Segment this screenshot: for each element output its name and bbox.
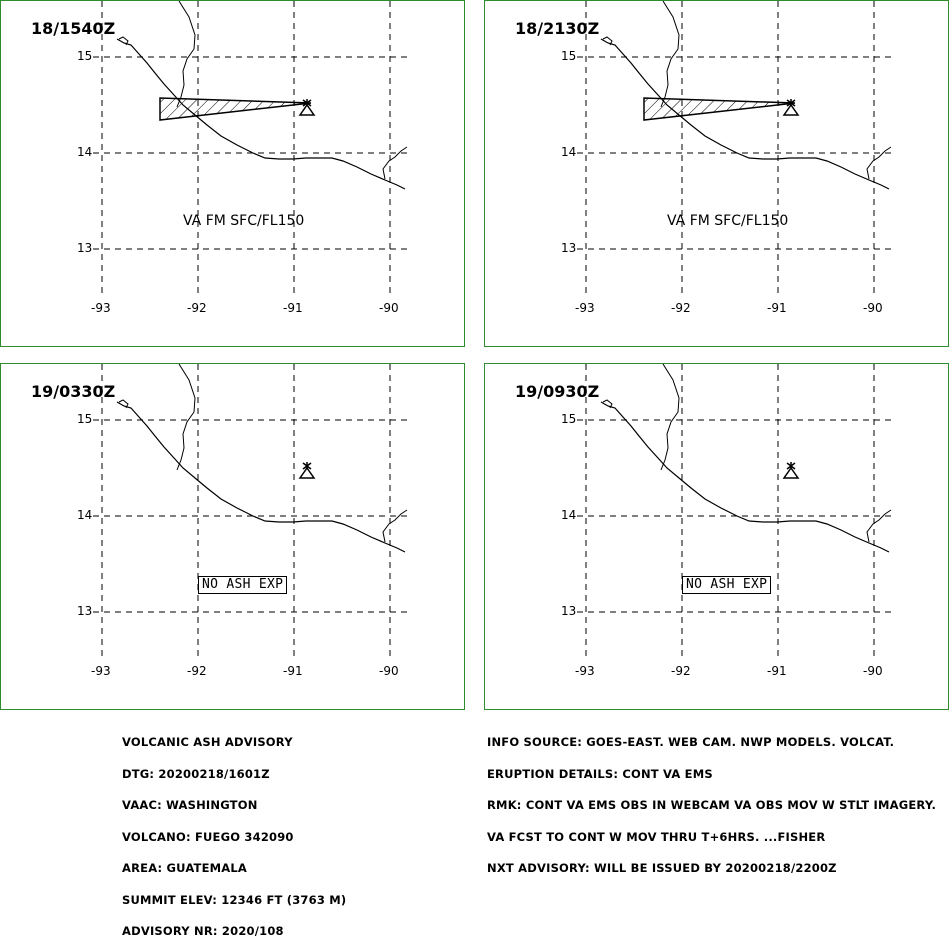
coastline-detail — [602, 36, 613, 46]
longitude-label: -90 — [863, 664, 883, 678]
latitude-label: 15 — [77, 49, 93, 63]
latitude-label: 15 — [77, 412, 93, 426]
border-line — [176, 364, 196, 471]
map-canvas — [93, 1, 411, 296]
map-canvas — [577, 1, 895, 296]
latitude-label: 14 — [561, 145, 577, 159]
advisory-line: AREA: GUATEMALA — [122, 861, 248, 875]
ash-altitude-label: VA FM SFC/FL150 — [183, 213, 305, 229]
volcano-symbol — [298, 462, 316, 479]
longitude-label: -93 — [575, 301, 595, 315]
volcano-symbol — [782, 462, 800, 479]
coastline-detail — [118, 36, 129, 46]
advisory-line: SUMMIT ELEV: 12346 FT (3763 M) — [122, 892, 347, 907]
longitude-label: -90 — [863, 301, 883, 315]
map-panel: 19/0330Z 15 14 13 -93 -92 -91 -90 NO ASH EXP — [0, 363, 465, 710]
longitude-label: -92 — [187, 301, 207, 315]
latitude-label: 13 — [561, 241, 577, 255]
advisory-line: VOLCANO: FUEGO 342090 — [122, 829, 294, 844]
longitude-label: -92 — [187, 664, 207, 678]
border-line — [176, 1, 196, 108]
advisory-line: ERUPTION DETAILS: CONT VA EMS — [487, 766, 713, 781]
advisory-line: NXT ADVISORY: WILL BE ISSUED BY 20200218… — [487, 861, 837, 875]
border-line — [866, 146, 892, 180]
latitude-label: 15 — [561, 49, 577, 63]
advisory-line: DTG: 20200218/1601Z — [122, 766, 270, 781]
coastline — [116, 401, 406, 553]
advisory-header-left: VOLCANIC ASH ADVISORY DTG: 20200218/1601… — [122, 716, 346, 947]
latitude-label: 15 — [561, 412, 577, 426]
advisory-line: RMK: CONT VA EMS OBS IN WEBCAM VA OBS MO… — [487, 798, 937, 812]
coastline-detail — [118, 399, 129, 409]
longitude-label: -93 — [91, 664, 111, 678]
valid-time-label: 18/1540Z — [31, 19, 116, 38]
latitude-label: 14 — [561, 508, 577, 522]
advisory-line: VAAC: WASHINGTON — [122, 798, 258, 812]
advisory-line: INFO SOURCE: GOES-EAST. WEB CAM. NWP MOD… — [487, 735, 895, 749]
longitude-label: -91 — [767, 301, 787, 315]
longitude-label: -91 — [283, 301, 303, 315]
map-panel: 18/1540Z 15 14 13 -93 -92 -91 -90 VA FM SFC/FL15… — [0, 0, 465, 347]
valid-time-label: 19/0330Z — [31, 382, 116, 401]
longitude-label: -93 — [575, 664, 595, 678]
map-canvas — [577, 364, 895, 659]
border-line — [382, 146, 408, 180]
coastline-detail — [602, 399, 613, 409]
map-panel: 19/0930Z 15 14 13 -93 -92 -91 -90 NO ASH EXP — [484, 363, 949, 710]
no-ash-expected-box: NO ASH EXP — [198, 576, 288, 594]
longitude-label: -90 — [379, 664, 399, 678]
coastline — [116, 38, 406, 190]
longitude-label: -91 — [767, 664, 787, 678]
advisory-line: VA FCST TO CONT W MOV THRU T+6HRS. ...FI… — [487, 829, 826, 844]
border-line — [382, 509, 408, 543]
ash-cloud-polygon — [159, 97, 312, 121]
ash-altitude-label: VA FM SFC/FL150 — [667, 213, 789, 229]
border-line — [866, 509, 892, 543]
longitude-label: -93 — [91, 301, 111, 315]
valid-time-label: 18/2130Z — [515, 19, 600, 38]
volcano-symbol — [298, 99, 316, 116]
longitude-label: -92 — [671, 301, 691, 315]
border-line — [660, 1, 680, 108]
longitude-label: -90 — [379, 301, 399, 315]
ash-cloud-polygon — [643, 97, 796, 121]
valid-time-label: 19/0930Z — [515, 382, 600, 401]
latitude-label: 13 — [77, 604, 93, 618]
coastline — [600, 38, 890, 190]
latitude-label: 13 — [561, 604, 577, 618]
longitude-label: -92 — [671, 664, 691, 678]
latitude-label: 14 — [77, 145, 93, 159]
advisory-line: VOLCANIC ASH ADVISORY — [122, 735, 293, 749]
no-ash-expected-box: NO ASH EXP — [682, 576, 772, 594]
border-line — [660, 364, 680, 471]
latitude-label: 14 — [77, 508, 93, 522]
map-canvas — [93, 364, 411, 659]
coastline — [600, 401, 890, 553]
longitude-label: -91 — [283, 664, 303, 678]
map-panel: 18/2130Z 15 14 13 -93 -92 -91 -90 VA FM SFC/FL15… — [484, 0, 949, 347]
advisory-details-right: INFO SOURCE: GOES-EAST. WEB CAM. NWP MOD… — [487, 716, 936, 884]
volcano-symbol — [782, 99, 800, 116]
advisory-line: ADVISORY NR: 2020/108 — [122, 924, 284, 938]
latitude-label: 13 — [77, 241, 93, 255]
